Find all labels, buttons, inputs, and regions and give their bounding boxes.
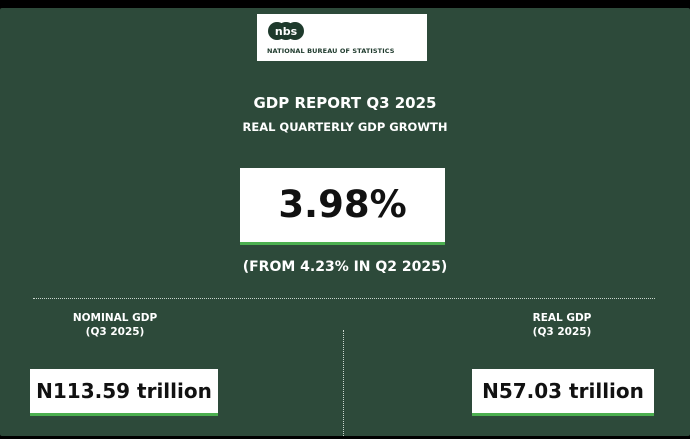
growth-value: 3.98% [240,168,445,245]
nominal-gdp-label: NOMINAL GDP [72,312,158,324]
real-gdp-period: (Q3 2025) [532,326,592,338]
report-title: GDP REPORT Q3 2025 [253,94,437,112]
gdp-report-card: nbs NATIONAL BUREAU OF STATISTICS GDP RE… [0,8,690,436]
nbs-logo: nbs NATIONAL BUREAU OF STATISTICS [257,14,427,61]
nominal-gdp-label-block: NOMINAL GDP (Q3 2025) [50,311,180,339]
vertical-divider [343,330,344,436]
nominal-gdp-value: N113.59 trillion [30,369,218,416]
report-subtitle: REAL QUARTERLY GDP GROWTH [242,120,448,134]
horizontal-divider [33,298,655,299]
growth-comparison: (FROM 4.23% IN Q2 2025) [242,259,448,275]
svg-text:nbs: nbs [275,25,298,38]
logo-text: NATIONAL BUREAU OF STATISTICS [267,47,395,55]
real-gdp-label: REAL GDP [532,312,592,324]
real-gdp-value: N57.03 trillion [472,369,654,416]
nbs-logo-mark: nbs [268,22,304,40]
real-gdp-label-block: REAL GDP (Q3 2025) [497,311,627,339]
nominal-gdp-period: (Q3 2025) [85,326,145,338]
